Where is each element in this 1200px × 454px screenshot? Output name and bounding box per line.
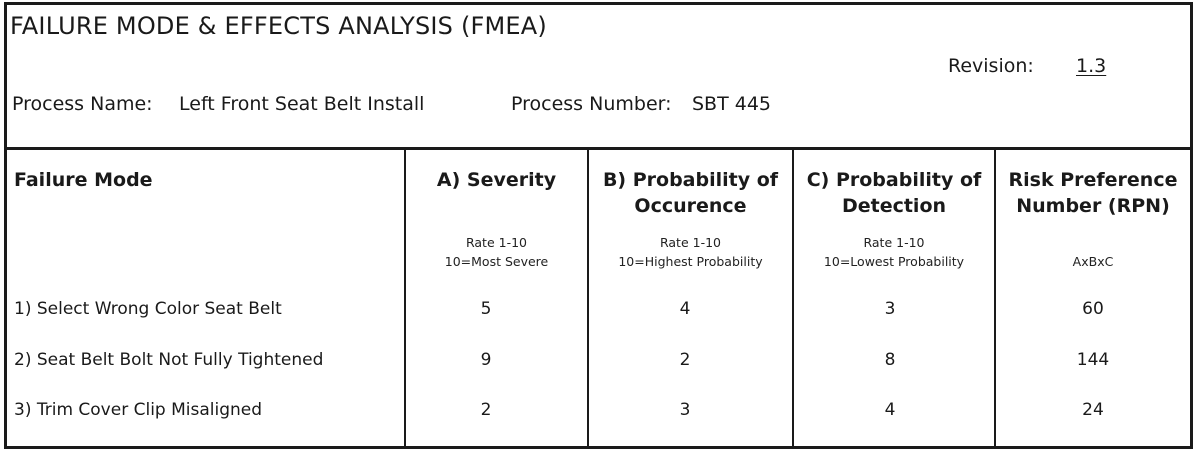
row-1-failure-mode: 1) Select Wrong Color Seat Belt	[14, 299, 282, 319]
table-top-border	[4, 147, 1193, 150]
row-3-detection: 4	[884, 400, 896, 420]
column-divider	[404, 148, 406, 449]
column-divider	[587, 148, 589, 449]
process-name-value: Left Front Seat Belt Install	[179, 93, 425, 115]
header-rpn-line1: Risk Preference	[1008, 169, 1178, 191]
row-1-occurrence: 4	[679, 299, 691, 319]
header-occurrence-scale: 10=Highest Probability	[618, 254, 763, 269]
process-number-value: SBT 445	[692, 93, 772, 115]
row-3-failure-mode: 3) Trim Cover Clip Misaligned	[14, 400, 263, 420]
process-number-label: Process Number:	[511, 93, 672, 115]
header-occurrence-line1: B) Probability of	[602, 169, 779, 191]
revision-value: 1.3	[1076, 55, 1107, 77]
header-detection-line1: C) Probability of	[806, 169, 982, 191]
header-detection-line2: Detection	[841, 195, 947, 217]
form-title: FAILURE MODE & EFFECTS ANALYSIS (FMEA)	[10, 12, 547, 40]
fmea-form	[4, 2, 1193, 449]
row-3-severity: 2	[480, 400, 492, 420]
header-severity: A) Severity	[436, 169, 557, 191]
row-2-occurrence: 2	[679, 350, 691, 370]
row-1-severity: 5	[480, 299, 492, 319]
header-failure-mode: Failure Mode	[14, 169, 153, 191]
row-3-rpn: 24	[1082, 400, 1104, 420]
row-3-occurrence: 3	[679, 400, 691, 420]
row-1-rpn: 60	[1082, 299, 1104, 319]
row-2-rpn: 144	[1076, 350, 1110, 370]
column-divider	[792, 148, 794, 449]
revision-label: Revision:	[948, 55, 1034, 77]
header-severity-scale: 10=Most Severe	[444, 254, 549, 269]
row-2-severity: 9	[480, 350, 492, 370]
header-severity-rate: Rate 1-10	[465, 235, 527, 250]
header-detection-rate: Rate 1-10	[863, 235, 925, 250]
row-1-detection: 3	[884, 299, 896, 319]
row-2-failure-mode: 2) Seat Belt Bolt Not Fully Tightened	[14, 350, 324, 370]
process-name-label: Process Name:	[12, 93, 153, 115]
header-rpn-line2: Number (RPN)	[1016, 195, 1170, 217]
header-rpn-formula: AxBxC	[1072, 254, 1114, 269]
header-occurrence-rate: Rate 1-10	[659, 235, 721, 250]
column-divider	[994, 148, 996, 449]
header-detection-scale: 10=Lowest Probability	[823, 254, 965, 269]
row-2-detection: 8	[884, 350, 896, 370]
header-occurrence-line2: Occurence	[634, 195, 747, 217]
